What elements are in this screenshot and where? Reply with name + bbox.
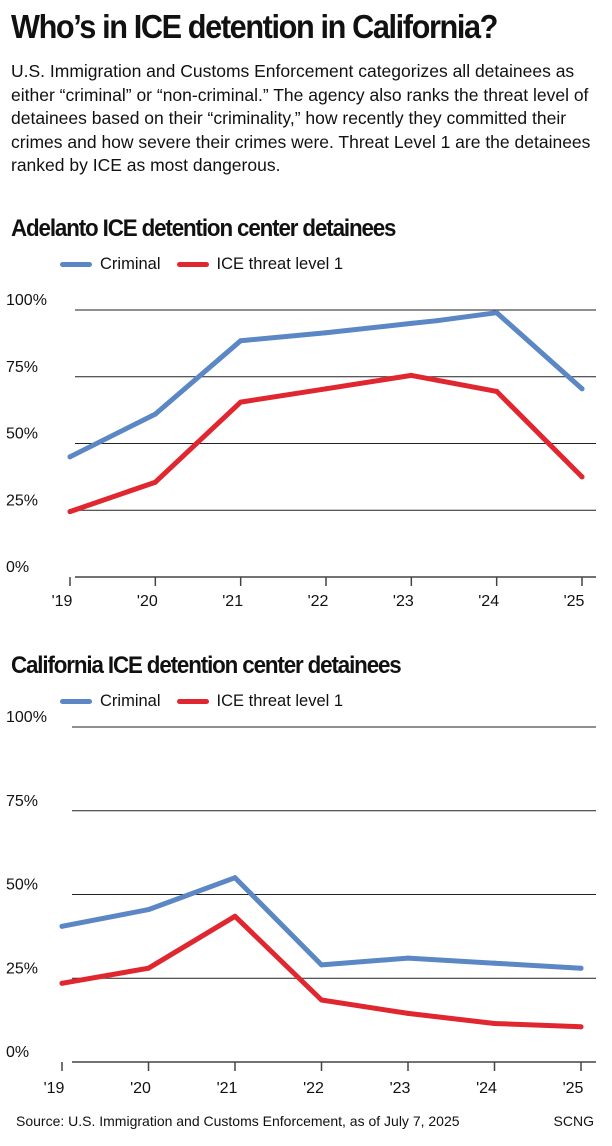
x-tick-label: '24 [476,1080,497,1097]
x-tick-label: '21 [217,1080,238,1097]
x-tick-label: '25 [563,1080,584,1097]
x-tick-label: '23 [393,593,414,610]
data-point-criminal [434,318,440,324]
data-point-threat [59,980,65,986]
data-point-criminal [67,454,73,460]
legend-swatch-criminal [60,261,92,267]
x-tick-label: '21 [222,593,243,610]
legend-label-threat: ICE threat level 1 [216,254,344,273]
data-point-threat [492,1020,497,1026]
legend-adelanto: Criminal ICE threat level 1 [60,253,359,275]
legend-item-criminal: Criminal [60,255,161,274]
data-point-threat [494,388,500,394]
legend-item-threat: ICE threat level 1 [176,691,344,711]
data-point-threat [146,965,151,971]
data-point-threat [323,386,329,392]
data-point-threat [67,509,73,515]
x-tick-label: '19 [44,1080,65,1097]
data-point-criminal [494,310,500,316]
data-point-criminal [323,330,329,336]
data-point-criminal [232,875,238,881]
source-note: Source: U.S. Immigration and Customs Enf… [16,1113,460,1129]
legend-label-threat: ICE threat level 1 [216,691,344,710]
legend-label-criminal: Criminal [100,691,161,710]
credit-label: SCNG [553,1113,594,1129]
legend-item-threat: ICE threat level 1 [176,254,344,274]
data-point-criminal [579,386,585,392]
x-tick-label: '22 [308,593,329,610]
series-line-criminal [59,875,584,971]
legend-swatch-criminal [60,698,92,704]
legend-swatch-threat [176,261,209,267]
chart-title-california: California ICE detention center detainee… [11,652,402,679]
data-point-criminal [492,960,497,966]
series-line-threat [59,913,584,1030]
data-point-criminal [319,962,324,968]
y-tick-label: 25% [6,960,38,977]
data-point-criminal [59,923,65,929]
intro-paragraph: U.S. Immigration and Customs Enforcement… [11,61,591,175]
y-tick-label: 0% [6,559,29,576]
data-point-threat [405,1010,411,1016]
data-point-threat [408,372,414,378]
data-point-threat [578,1024,584,1030]
chart-title-adelanto: Adelanto ICE detention center detainees [11,215,396,242]
data-point-threat [152,479,158,485]
chart-california: 0% 25% 50% 75% 100% '19 '20 '21 '22 '23 '24 '25 [6,709,596,1097]
x-tick-label: '19 [52,593,73,610]
data-point-threat [232,913,238,919]
data-point-criminal [578,965,584,971]
y-tick-label: 75% [6,793,38,810]
data-point-criminal [405,955,411,961]
legend-swatch-threat [176,698,209,704]
page-title: Who’s in ICE detention in California? [11,8,498,45]
data-point-criminal [152,411,158,417]
y-tick-label: 100% [6,709,47,726]
series-line-criminal [67,310,585,460]
data-point-criminal [238,338,244,344]
y-tick-label: 25% [6,492,38,509]
data-point-criminal [146,907,151,913]
x-tick-label: '24 [478,593,499,610]
y-tick-label: 50% [6,877,38,894]
legend-label-criminal: Criminal [100,254,161,273]
legend-california: Criminal ICE threat level 1 [60,690,359,712]
y-tick-label: 50% [6,426,38,443]
x-tick-label: '25 [564,593,585,610]
y-tick-label: 0% [6,1044,29,1061]
x-tick-label: '20 [137,593,158,610]
legend-item-criminal: Criminal [60,692,161,711]
chart-adelanto: 0% 25% 50% 75% 100% '19 '20 '21 '22 '23 '24 '25 [6,292,596,610]
data-point-criminal [408,320,414,326]
x-tick-label: '20 [130,1080,151,1097]
y-tick-label: 75% [6,359,38,376]
data-point-threat [319,997,324,1003]
data-point-threat [579,474,585,480]
data-point-threat [238,399,244,405]
x-tick-label: '22 [303,1080,324,1097]
y-tick-label: 100% [6,292,47,309]
x-tick-label: '23 [390,1080,411,1097]
